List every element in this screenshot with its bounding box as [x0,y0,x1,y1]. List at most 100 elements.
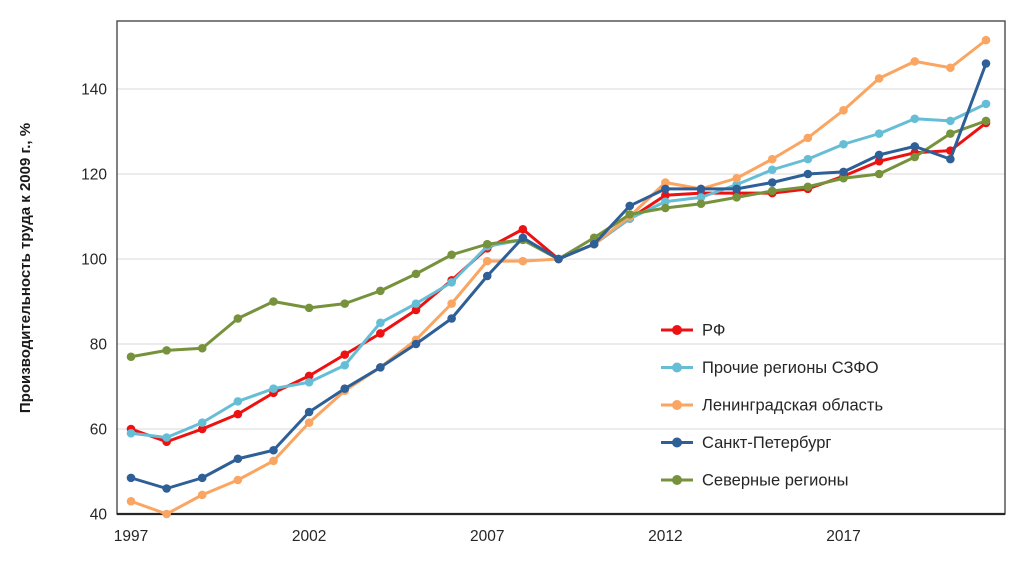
x-tick-label-2017: 2017 [826,528,860,545]
data-point [732,184,741,194]
data-point [732,193,741,202]
plot-border-layer [116,20,1006,516]
data-point [269,456,278,466]
y-tick-label-60: 60 [90,422,108,439]
data-point [803,133,813,143]
data-point [946,116,955,126]
legend-item-0: РФ [661,322,725,340]
data-point [946,154,955,164]
data-point [661,178,670,187]
data-point [696,193,706,202]
data-point [340,350,350,359]
data-point [447,299,456,308]
series-line-1 [129,102,988,439]
data-point [197,424,207,434]
data-point [411,269,421,279]
x-tick-label-2002: 2002 [292,528,326,545]
data-point [376,286,385,296]
series-3 [126,59,991,493]
legend-item-3: Санкт-Петербург [661,434,831,452]
data-point [981,59,991,68]
data-point [874,74,884,83]
data-point [482,239,492,249]
data-point [874,150,884,160]
legend-swatch-marker [672,400,682,410]
data-point [482,271,492,281]
axis-labels-layer: 40 60 80 100 120 140 1997 2002 2007 2012 2017 [81,82,861,546]
data-point [447,250,456,260]
data-point [269,297,278,306]
data-point [233,397,243,406]
legend-label: Санкт-Петербург [702,434,831,452]
data-point [304,418,314,427]
data-point [162,433,171,442]
y-axis-title: Производительность труда к 2009 г., % [17,123,34,413]
data-point [482,256,492,266]
data-point [981,35,991,45]
data-point [197,418,207,427]
series-line-3 [129,62,988,490]
data-point [340,360,350,370]
data-point [197,343,207,353]
data-point [981,99,991,109]
data-point [910,152,920,162]
legend-label: Северные регионы [702,472,849,490]
x-tick-label-2012: 2012 [648,528,682,545]
data-point [126,428,136,438]
y-tick-label-40: 40 [90,507,108,524]
legend-swatch-marker [672,437,682,448]
data-point [910,57,920,66]
legend-label: Ленинградская область [702,397,883,415]
series-2 [126,35,991,519]
legend-swatch-marker [672,362,682,373]
data-point [839,105,848,115]
data-point [162,346,171,355]
data-point [376,318,385,328]
data-point [518,256,528,266]
data-point [696,184,706,194]
data-point [269,445,278,455]
data-point [661,184,670,194]
series-line-4 [129,119,988,359]
data-point [803,154,813,164]
data-point [126,352,136,362]
y-tick-label-100: 100 [81,252,107,269]
data-point [661,190,670,200]
data-point [910,114,920,124]
data-point [376,363,385,372]
data-point [803,169,813,179]
y-tick-label-120: 120 [81,167,107,184]
data-point [839,167,848,177]
series-4 [126,116,991,362]
y-tick-label-140: 140 [81,82,107,99]
data-point [376,329,385,338]
x-tick-label-2007: 2007 [470,528,504,545]
data-point [696,199,706,209]
data-point [197,490,207,500]
data-point [874,156,884,166]
data-point [946,129,955,138]
data-point [162,484,171,493]
data-point [661,203,670,213]
data-point [589,239,599,249]
data-point [767,186,777,196]
data-point [554,254,563,264]
data-point [411,299,421,308]
data-point [411,305,421,315]
data-point [518,233,528,243]
x-tick-label-1997: 1997 [114,528,148,545]
series-layer [126,35,991,519]
data-point [447,278,456,287]
data-point [981,116,991,126]
data-point [340,384,350,393]
legend-item-2: Ленинградская область [661,397,883,415]
data-point [126,473,136,483]
data-point [803,182,813,192]
series-line-2 [129,38,988,516]
data-point [767,165,777,175]
legend: РФ Прочие регионы СЗФО Ленинградская облас… [661,322,883,490]
data-point [304,303,314,313]
series-1 [126,99,991,442]
